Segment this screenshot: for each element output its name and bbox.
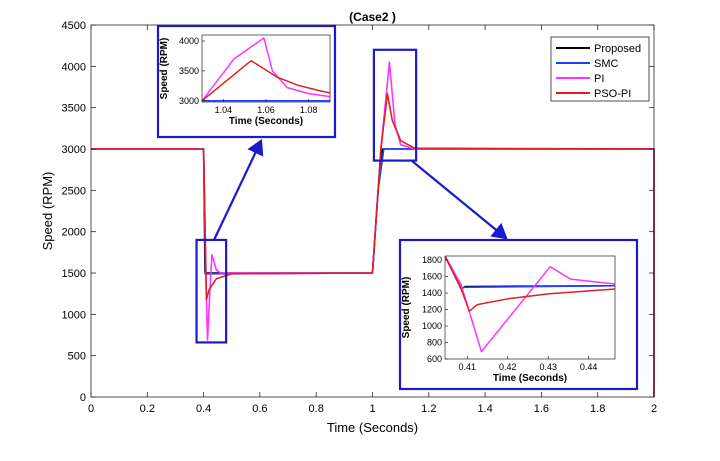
inset-y-tick-label: 4000 (179, 36, 199, 46)
y-tick-label: 3000 (62, 144, 86, 156)
y-tick-label: 0 (80, 392, 86, 404)
inset-y-tick-label: 1800 (422, 255, 442, 265)
y-axis-label: Speed (RPM) (40, 172, 55, 251)
legend-label: SMC (594, 58, 619, 70)
y-tick-label: 2500 (62, 185, 86, 197)
x-tick-label: 1 (369, 403, 375, 415)
x-tick-label: 2 (651, 403, 657, 415)
x-tick-label: 0.6 (252, 403, 267, 415)
inset-x-tick-label: 0.43 (539, 362, 557, 372)
x-tick-label: 0 (88, 403, 94, 415)
legend-label: PI (594, 73, 604, 85)
y-tick-label: 500 (68, 351, 86, 363)
x-tick-label: 0.2 (140, 403, 155, 415)
inset-y-tick-label: 1200 (422, 305, 442, 315)
inset-box-0 (156, 24, 337, 139)
y-tick-label: 4000 (62, 61, 86, 73)
inset-x-tick-label: 1.04 (215, 105, 233, 115)
inset-y-tick-label: 1600 (422, 272, 442, 282)
inset-y-tick-label: 1400 (422, 288, 442, 298)
inset-frame (444, 255, 616, 360)
y-tick-label: 2000 (62, 227, 86, 239)
inset-x-tick-label: 1.06 (257, 105, 275, 115)
inset-y-tick-label: 3000 (179, 96, 199, 106)
chart-title: (Case2 ) (349, 10, 396, 24)
inset-x-tick-label: 0.41 (458, 362, 476, 372)
y-tick-label: 4500 (62, 20, 86, 32)
inset-y-tick-label: 600 (427, 354, 442, 364)
y-tick-label: 1500 (62, 268, 86, 280)
inset-y-tick-label: 1000 (422, 321, 442, 331)
inset-series-line-pi (445, 256, 615, 353)
zoom-arrow (411, 160, 508, 240)
inset-x-tick-label: 1.08 (300, 105, 318, 115)
series-line-pso-pi (91, 92, 655, 397)
x-tick-label: 1.8 (590, 403, 605, 415)
zoom-region-box (372, 48, 418, 162)
inset-y-axis-label: Speed (RPM) (401, 277, 412, 339)
inset-y-tick-label: 800 (427, 338, 442, 348)
x-tick-label: 1.2 (421, 403, 436, 415)
inset-y-axis-label: Speed (RPM) (159, 38, 170, 100)
inset-box-1 (398, 238, 639, 391)
legend-label: PSO-PI (594, 88, 631, 100)
x-tick-label: 1.6 (534, 403, 549, 415)
inset-x-axis-label: Time (Seconds) (493, 373, 567, 384)
inset-series-line-pso-pi (202, 59, 330, 102)
zoom-region-box (195, 238, 228, 344)
inset-series-line-pso-pi (445, 256, 615, 312)
x-tick-label: 0.4 (196, 403, 211, 415)
y-tick-label: 1000 (62, 309, 86, 321)
x-axis-label: Time (Seconds) (327, 420, 418, 435)
zoom-arrow (213, 139, 264, 241)
inset-y-tick-label: 3500 (179, 66, 199, 76)
inset-x-tick-label: 0.42 (499, 362, 517, 372)
y-tick-label: 3500 (62, 103, 86, 115)
x-tick-label: 1.4 (477, 403, 492, 415)
legend-label: Proposed (594, 43, 641, 55)
x-tick-label: 0.8 (309, 403, 324, 415)
inset-x-axis-label: Time (Seconds) (229, 116, 303, 127)
inset-x-tick-label: 0.44 (580, 362, 598, 372)
inset-series-line-pi (202, 37, 330, 102)
